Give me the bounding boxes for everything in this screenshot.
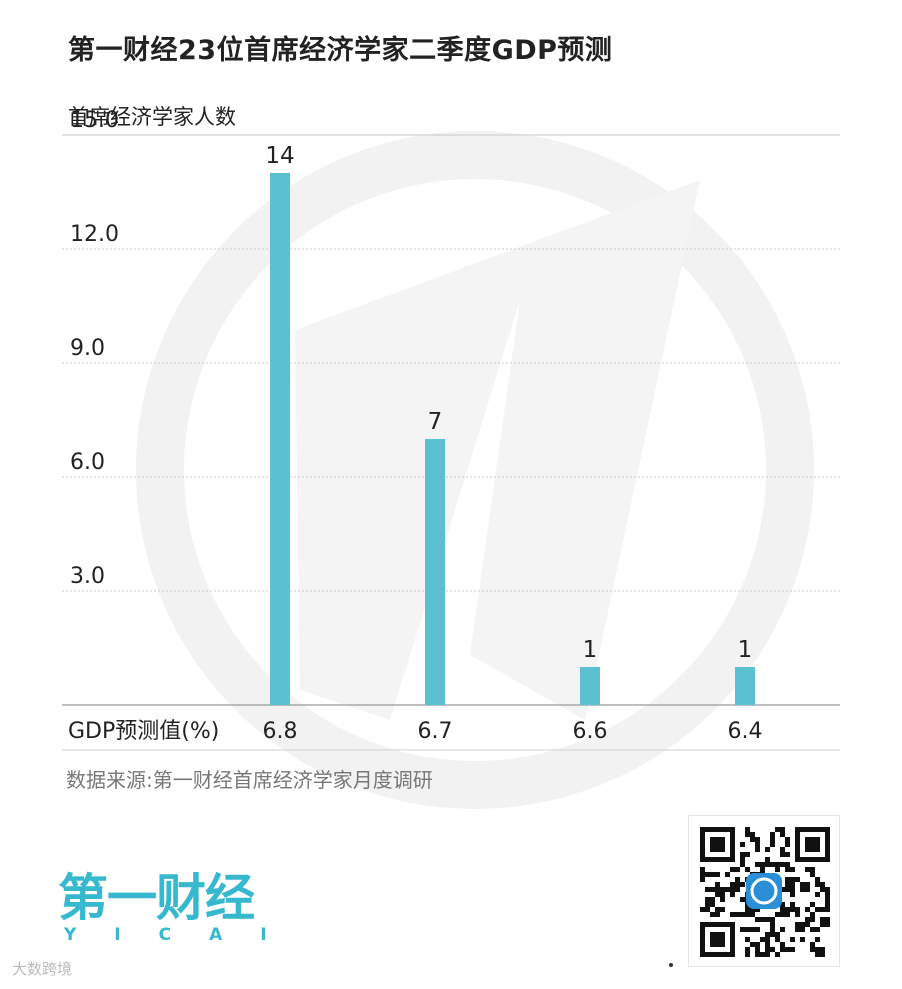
logo-cn: 第一财经 <box>58 869 255 927</box>
chart-title: 第一财经23位首席经济学家二季度GDP预测 <box>68 35 613 66</box>
data-label: 14 <box>265 143 294 169</box>
qr-code-icon <box>688 815 840 967</box>
x-tick-label: 6.6 <box>573 719 608 744</box>
data-label: 1 <box>738 637 753 663</box>
x-tick-label: 6.8 <box>263 719 298 744</box>
corner-watermark: 大数跨境 <box>12 960 73 978</box>
bar <box>425 439 445 705</box>
data-label: 1 <box>583 637 598 663</box>
dot <box>669 963 673 967</box>
y-tick-label: 9.0 <box>70 336 105 361</box>
x-axis-label: GDP预测值(%) <box>68 719 219 744</box>
yicai-logo: 第一财经 YICAI <box>58 870 305 944</box>
grid-lines <box>62 134 840 751</box>
y-tick-label: 12.0 <box>70 222 119 247</box>
y-tick-label: 6.0 <box>70 450 105 475</box>
bar <box>580 667 600 705</box>
logo-en: YICAI <box>64 925 305 945</box>
y-tick-label: 3.0 <box>70 564 105 589</box>
y-tick-labels: 3.0 6.0 9.0 12.0 15.0 <box>70 108 119 589</box>
bars <box>270 173 755 705</box>
x-tick-label: 6.7 <box>418 719 453 744</box>
data-label: 7 <box>428 409 443 435</box>
bar <box>270 173 290 705</box>
y-axis-label: 首席经济学家人数 <box>68 105 236 129</box>
data-labels: 14 7 1 1 <box>265 143 752 663</box>
x-tick-labels: 6.8 6.7 6.6 6.4 <box>263 719 763 744</box>
y-tick-label: 15.0 <box>70 108 119 133</box>
data-source: 数据来源:第一财经首席经济学家月度调研 <box>66 768 433 792</box>
x-tick-label: 6.4 <box>728 719 763 744</box>
bar <box>735 667 755 705</box>
